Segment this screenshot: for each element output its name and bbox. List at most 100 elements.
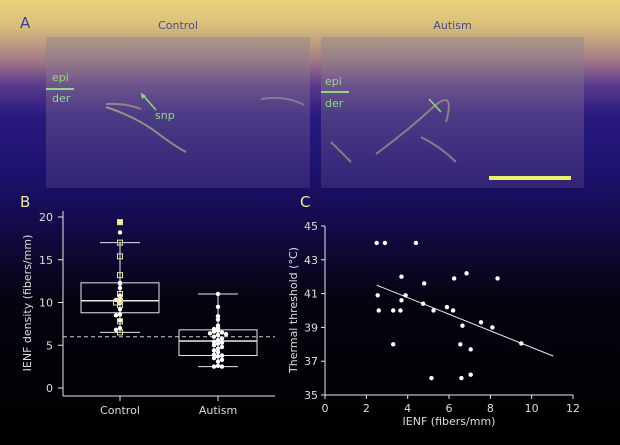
scatter-point: [375, 293, 380, 298]
b-y-axis-label: IENF density (fibers/mm): [21, 235, 34, 372]
b-x-tick-label: Control: [100, 404, 140, 417]
b-y-tick-label: 5: [46, 339, 53, 352]
scatter-point: [374, 240, 379, 246]
autism-micrograph: epi der: [321, 37, 584, 188]
control-square-point: [117, 239, 123, 246]
c-y-tick-label: 41: [304, 288, 318, 301]
control-point: [117, 318, 123, 323]
autism-point: [207, 331, 213, 336]
scatter-point: [450, 308, 456, 313]
scatter-point: [468, 347, 473, 352]
control-image-title: Control: [158, 19, 198, 32]
c-x-tick-label: 0: [322, 402, 329, 415]
c-y-tick-label: 45: [304, 220, 318, 233]
autism-point: [219, 336, 225, 341]
b-x-tick-label: Autism: [199, 404, 237, 417]
c-y-tick-label: 35: [304, 389, 318, 402]
control-point: [117, 325, 123, 331]
scatter-point: [422, 281, 427, 286]
autism-point: [211, 334, 217, 339]
control-square-point: [117, 329, 123, 336]
c-x-axis-label: IENF (fibers/mm): [403, 415, 496, 428]
snp-label: snp: [155, 109, 175, 122]
autism-point: [211, 352, 217, 357]
c-x-tick-label: 12: [566, 402, 580, 415]
scatter-point: [399, 274, 404, 279]
control-point: [117, 312, 123, 317]
c-x-tick-label: 10: [525, 402, 539, 415]
scatter-point: [413, 240, 419, 246]
control-point: [117, 281, 123, 286]
scatter-point: [478, 320, 484, 325]
control-point: [117, 230, 123, 235]
autism-image-title: Autism: [433, 19, 472, 32]
c-x-tick-label: 2: [363, 402, 370, 415]
epi-der-boundary: [321, 91, 349, 93]
scatter-point: [420, 301, 426, 306]
autism-point: [211, 355, 217, 361]
autism-point: [211, 329, 217, 334]
control-point: [113, 313, 119, 318]
control-square-point: [117, 318, 123, 325]
autism-point: [215, 304, 221, 309]
control-point: [117, 307, 123, 312]
c-y-tick-label: 37: [304, 355, 318, 368]
nerve-fibers: [105, 92, 305, 153]
autism-point: [219, 344, 225, 350]
panel-b-letter: B: [20, 193, 31, 211]
scatter-point: [391, 308, 396, 313]
autism-point: [219, 364, 225, 369]
scatter-point: [459, 375, 464, 381]
autism-point: [211, 343, 217, 348]
autism-point: [215, 332, 221, 338]
scatter-point: [403, 293, 408, 298]
arrow-icon: [428, 98, 442, 113]
scatter-point: [398, 308, 403, 313]
control-square-point: [117, 272, 123, 279]
scatter-point: [495, 276, 500, 281]
autism-point: [215, 346, 221, 351]
c-y-tick-label: 39: [304, 321, 318, 334]
scale-bar: [489, 176, 571, 180]
scatter-point: [519, 341, 524, 346]
control-square-point: [117, 253, 123, 260]
autism-point: [215, 313, 221, 319]
control-square-point: [117, 297, 123, 304]
b-y-tick-label: 20: [39, 211, 53, 224]
der-label: der: [325, 97, 344, 110]
autism-point: [211, 348, 217, 353]
scatter-point: [451, 276, 457, 281]
c-x-tick-label: 8: [487, 402, 494, 415]
b-y-tick-label: 10: [39, 297, 53, 310]
autism-point: [215, 291, 221, 297]
autism-point: [211, 364, 217, 369]
scatter-point: [458, 342, 463, 347]
scatter-point: [391, 342, 396, 347]
autism-point: [215, 359, 221, 364]
scatter-point: [468, 372, 473, 377]
regression-line: [376, 284, 554, 357]
scatter-point: [490, 325, 495, 330]
scatter-point: [399, 298, 404, 303]
control-square-point: [117, 302, 123, 309]
panel-c-letter: C: [300, 193, 311, 211]
scatter-point: [431, 308, 436, 313]
control-square-point: [117, 219, 123, 226]
scatter-point: [460, 323, 465, 328]
autism-point: [219, 353, 225, 358]
autism-point: [219, 357, 225, 362]
autism-point: [223, 331, 229, 337]
control-micrograph: epi der snp: [46, 37, 310, 188]
autism-point: [215, 363, 221, 368]
autism-point: [211, 339, 217, 345]
autism-point: [215, 341, 221, 346]
b-y-tick-label: 0: [46, 382, 53, 395]
autism-point: [215, 354, 221, 359]
control-point: [117, 285, 123, 291]
c-y-tick-label: 43: [304, 254, 318, 267]
scatter-point: [464, 271, 469, 276]
autism-point: [219, 340, 225, 345]
scatter-point: [382, 240, 388, 246]
autism-point: [215, 349, 221, 355]
